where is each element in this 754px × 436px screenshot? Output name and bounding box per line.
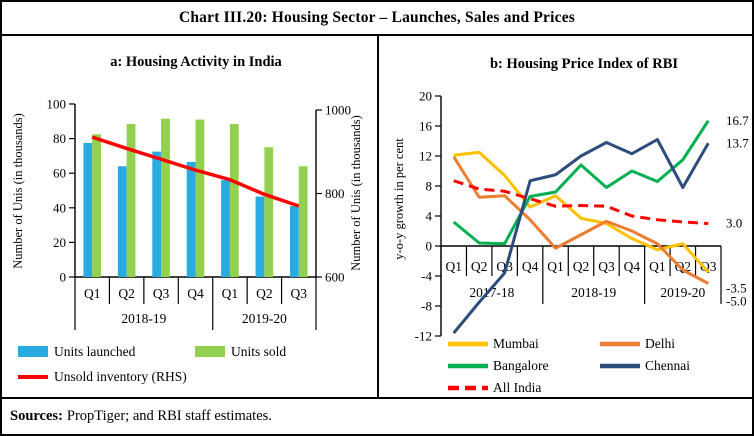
bar-units-launched [221, 180, 230, 277]
category-label: Q1 [222, 286, 239, 301]
y-tick-label-left: 100 [47, 97, 67, 112]
legend-label-unsold-inventory-rhs: Unsold inventory (RHS) [54, 369, 187, 384]
category-label: Q2 [675, 259, 692, 274]
y-tick-label: 4 [426, 209, 433, 224]
category-group-label: 2018-19 [571, 285, 616, 300]
bar-units-launched [186, 161, 196, 277]
housing-activity-chart: a: Housing Activity in India 0 20 40 60 80 100… [11, 54, 363, 384]
panel-a-title: a: Housing Activity in India [110, 54, 282, 70]
category-group-label: 2019-20 [242, 311, 287, 326]
y-tick-label: -12 [415, 329, 432, 344]
end-label-delhi: -5.0 [726, 294, 747, 309]
y-axis-title-right: Number of Unis (in thousands) [349, 115, 363, 271]
legend-label-delhi: Delhi [645, 336, 675, 351]
bar-units-launched [152, 151, 162, 277]
y-tick-label: -4 [421, 269, 432, 284]
charts-area: a: Housing Activity in India 0 20 40 60 80 100… [2, 36, 752, 397]
legend-label-units-sold: Units sold [231, 344, 286, 359]
end-label-chennai: 13.7 [726, 135, 749, 150]
legend-label-mumbai: Mumbai [493, 336, 539, 351]
category-label: Q1 [445, 259, 462, 274]
bar-units-launched [290, 206, 299, 277]
y-tick-label-right: 1000 [325, 103, 351, 118]
category-label: Q2 [256, 286, 273, 301]
category-group-label: 2018-19 [121, 311, 166, 326]
panel-b-title: b: Housing Price Index of RBI [490, 56, 678, 72]
figure-title: Chart III.20: Housing Sector – Launches,… [2, 2, 752, 36]
category-group-label: 2017-18 [469, 285, 514, 300]
sources: Sources: PropTiger; and RBI staff estima… [2, 397, 752, 434]
legend-label-all-india: All India [493, 380, 541, 395]
bar-units-launched [255, 196, 265, 277]
category-label: Q4 [522, 259, 539, 274]
y-tick-label-left: 80 [53, 131, 66, 146]
bar-units-sold [195, 119, 205, 277]
y-tick-label: 0 [426, 239, 433, 254]
category-label: Q2 [573, 259, 590, 274]
bar-units-launched [83, 142, 93, 277]
panel-housing-activity: a: Housing Activity in India 0 20 40 60 80 100… [2, 36, 379, 397]
y-axis-title-left: Number of Unis (in thousands) [11, 113, 25, 269]
end-label-mumbai: -3.5 [726, 280, 747, 295]
y-tick-label-right: 600 [325, 270, 345, 285]
category-label: Q3 [598, 259, 615, 274]
bar-units-launched [117, 166, 127, 277]
line-chennai [452, 138, 710, 334]
line-mumbai [453, 150, 710, 274]
y-tick-label: 12 [419, 149, 432, 164]
category-label: Q2 [118, 286, 135, 301]
category-label: Q4 [624, 259, 641, 274]
category-label: Q1 [649, 259, 666, 274]
legend-label-bangalore: Bangalore [493, 358, 548, 373]
category-label: Q3 [291, 286, 308, 301]
category-label: Q3 [700, 259, 717, 274]
line-bangalore [452, 119, 710, 246]
bar-units-sold [264, 147, 274, 277]
y-tick-label-left: 40 [53, 200, 66, 215]
bar-units-sold [92, 134, 101, 277]
bar-units-sold [229, 123, 239, 278]
housing-price-index-chart: b: Housing Price Index of RBI -12 -8 -4 0 4 8 1… [392, 56, 749, 395]
legend-swatch-units-sold [195, 346, 225, 357]
bar-units-sold [298, 166, 308, 277]
y-axis-title: y-o-y growth in per cent [392, 138, 406, 260]
sources-label: Sources: [10, 408, 63, 424]
bar-units-sold [161, 118, 170, 277]
y-tick-label: -8 [421, 299, 432, 314]
y-tick-label: 20 [419, 89, 432, 104]
y-tick-label: 8 [426, 179, 433, 194]
end-label-bangalore: 16.7 [726, 113, 749, 128]
legend-label-chennai: Chennai [645, 358, 690, 373]
y-tick-label-left: 60 [53, 166, 66, 181]
y-tick-label-left: 20 [53, 235, 66, 250]
y-tick-label-right: 800 [325, 186, 345, 201]
line-delhi [452, 155, 709, 285]
y-tick-label: 16 [419, 119, 433, 134]
line-unsold-inventory-rhs [91, 135, 300, 208]
category-label: Q1 [84, 286, 101, 301]
line-all-india [453, 179, 709, 225]
category-label: Q4 [187, 286, 204, 301]
category-label: Q2 [471, 259, 488, 274]
y-tick-label-left: 0 [60, 270, 67, 285]
sources-text: PropTiger; and RBI staff estimates. [66, 408, 272, 424]
category-label: Q3 [153, 286, 170, 301]
category-group-label: 2019-20 [660, 285, 705, 300]
end-label-all-india: 3.0 [726, 216, 742, 231]
bar-units-sold [126, 123, 136, 278]
panel-housing-price-index: b: Housing Price Index of RBI -12 -8 -4 0 4 8 1… [379, 36, 752, 397]
category-label: Q1 [547, 259, 564, 274]
legend-swatch-units-launched [18, 346, 48, 357]
legend-label-units-launched: Units launched [54, 344, 136, 359]
